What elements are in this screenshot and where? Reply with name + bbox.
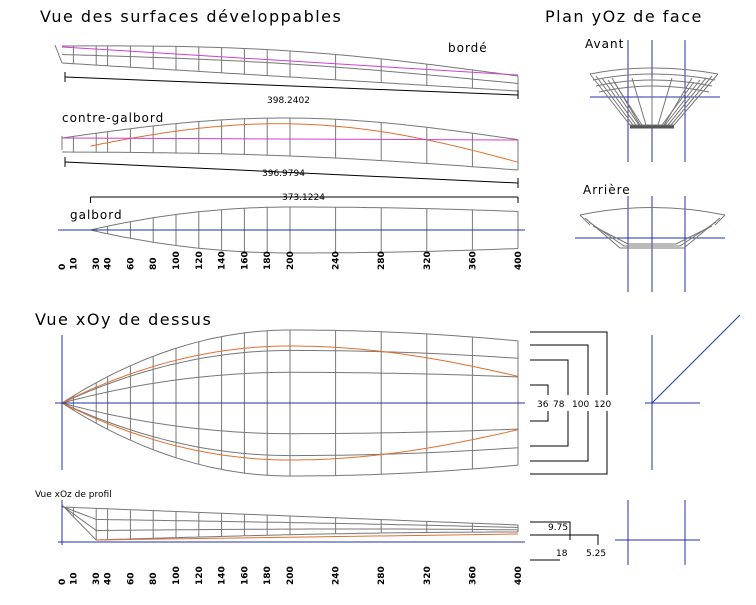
station-label: 30 [92,257,102,270]
section [657,77,673,126]
dimension-line [530,521,599,561]
station-label: 60 [126,257,136,270]
section-title: Vue xOz de profil [35,490,112,500]
dimension: 18 [556,549,568,559]
edge [90,206,519,231]
section [588,221,717,247]
station-label: 10 [69,572,79,585]
view-label: Arrière [583,183,631,197]
seam [61,402,519,461]
edge [54,44,63,64]
dimension: 36 [537,400,549,410]
station-label: 100 [172,566,182,585]
station-label: 400 [514,566,524,585]
section [595,79,713,87]
station-label: 320 [423,251,433,270]
seam [61,345,519,404]
station-label: 140 [218,251,228,270]
section-title: Plan yOz de face [545,7,703,26]
section [631,77,647,126]
dimension: 396.9794 [262,169,305,179]
station-label: 40 [104,257,114,270]
section [592,225,713,245]
station-label: 160 [240,251,250,270]
station-label: 400 [514,251,524,270]
station-label: 280 [377,566,387,585]
section [589,67,719,75]
section-title: Vue des surfaces développables [40,7,342,26]
dimension-line [530,344,589,462]
dimension-line [64,76,519,96]
dimension: 373.1224 [282,193,325,203]
station-label: 0 [58,264,68,270]
station-label: 120 [195,566,205,585]
station-label: 240 [332,251,342,270]
station-label: 120 [195,251,205,270]
edge [90,229,519,254]
panel-label: galbord [70,208,123,222]
station-label: 60 [126,572,136,585]
dimension-line [530,359,569,447]
edge [61,117,519,141]
dimension: 5.25 [586,549,606,559]
section [584,217,721,249]
reference-line [61,46,519,76]
station-label: 360 [468,566,478,585]
station-label: 40 [104,572,114,585]
station-label: 80 [149,572,159,585]
station-label: 240 [332,566,342,585]
station-label: 0 [58,579,68,585]
section-title: Vue xOy de dessus [35,310,212,329]
view-label: Avant [585,37,624,51]
panel-label: contre-galbord [62,111,164,125]
section [663,77,693,126]
station-label: 200 [286,251,296,270]
section [579,207,726,216]
station-label: 160 [240,566,250,585]
section [592,73,716,81]
dimension: 120 [594,400,611,410]
station-label: 280 [377,251,387,270]
station-label: 360 [468,251,478,270]
panel-label: bordé [448,41,488,55]
station-label: 180 [263,251,273,270]
dimension-line [530,331,608,475]
section [714,214,726,226]
station-label: 100 [172,251,182,270]
station-label: 30 [92,572,102,585]
seam [96,533,519,541]
station-label: 320 [423,566,433,585]
dimension: 78 [553,400,565,410]
section [579,214,591,226]
dimension-line [64,161,519,184]
station-label: 10 [69,257,79,270]
station-label: 80 [149,257,159,270]
axis-line [651,314,741,404]
seam [90,123,519,163]
section [611,77,641,126]
station-label: 180 [263,566,273,585]
dimension: 9.75 [548,523,568,533]
dimension: 100 [572,400,589,410]
dimension-line [530,384,549,422]
station-label: 140 [218,566,228,585]
reference-line [61,137,519,141]
dimension: 398.2402 [267,96,310,106]
station-label: 200 [286,566,296,585]
